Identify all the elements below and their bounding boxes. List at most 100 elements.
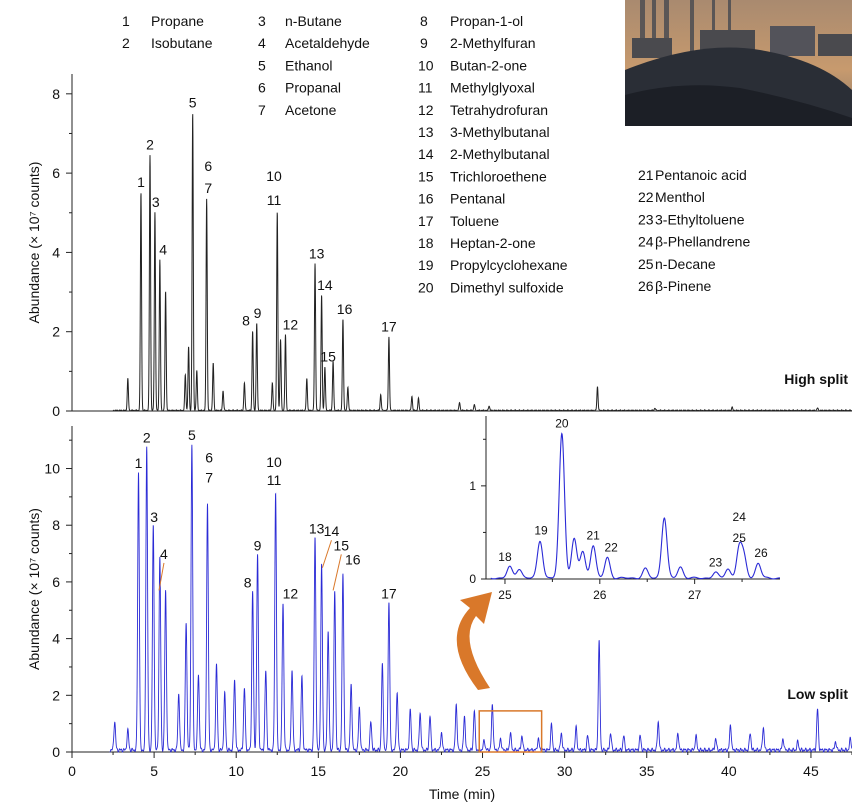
y-axis-label: Abundance (× 10⁷ counts) bbox=[26, 162, 42, 324]
chimney bbox=[640, 0, 645, 52]
legend-number: 8 bbox=[420, 13, 428, 29]
x-tick-label: 25 bbox=[475, 763, 491, 779]
legend-number: 6 bbox=[258, 80, 266, 96]
legend-name: β-Phellandrene bbox=[655, 234, 750, 250]
legend-number: 17 bbox=[418, 213, 434, 229]
x-tick-label: 0 bbox=[68, 763, 76, 779]
legend-number: 3 bbox=[258, 13, 266, 29]
photo-foreground bbox=[625, 85, 852, 126]
legend-number: 5 bbox=[258, 57, 266, 73]
y-tick-label: 2 bbox=[52, 687, 60, 703]
legend-number: 23 bbox=[638, 211, 654, 227]
x-tick-label: 45 bbox=[803, 763, 819, 779]
peak-label-10: 10 bbox=[266, 168, 282, 184]
legend-name: Propanal bbox=[285, 80, 341, 96]
x-tick-label: 20 bbox=[393, 763, 409, 779]
peak-label-6: 6 bbox=[205, 450, 213, 466]
peak-label-17: 17 bbox=[381, 319, 397, 335]
inset-x-tick-label: 26 bbox=[593, 588, 607, 602]
legend-number: 14 bbox=[418, 146, 434, 162]
peak-label-13: 13 bbox=[309, 520, 325, 536]
peak-label-16: 16 bbox=[345, 552, 361, 568]
peak-label-3: 3 bbox=[150, 509, 158, 525]
legend-name: Trichloroethene bbox=[450, 168, 547, 184]
y-tick-label: 0 bbox=[52, 403, 60, 419]
x-tick-label: 15 bbox=[311, 763, 327, 779]
peak-label-5: 5 bbox=[188, 427, 196, 443]
high-split-trace bbox=[112, 114, 852, 412]
legend-number: 20 bbox=[418, 279, 434, 295]
y-tick-label: 8 bbox=[52, 86, 60, 102]
legend-name: Toluene bbox=[450, 213, 499, 229]
peak-label-15: 15 bbox=[320, 348, 336, 364]
legend-number: 7 bbox=[258, 102, 266, 118]
legend-name: 2-Methylbutanal bbox=[450, 146, 550, 162]
inset-peak-label-21: 21 bbox=[586, 528, 600, 542]
x-tick-label: 5 bbox=[150, 763, 158, 779]
legend-number: 24 bbox=[638, 234, 654, 250]
legend-name: Propylcyclohexane bbox=[450, 257, 568, 273]
legend-name: 3-Ethyltoluene bbox=[655, 211, 745, 227]
y-axis-label: Abundance (× 10⁷ counts) bbox=[26, 508, 42, 670]
building bbox=[632, 38, 672, 58]
peak-label-2: 2 bbox=[146, 136, 154, 152]
inset-peak-label-23: 23 bbox=[709, 555, 723, 569]
peak-label-12: 12 bbox=[283, 317, 299, 333]
peak-label-1: 1 bbox=[135, 455, 143, 471]
series-label-high-split: High split bbox=[784, 371, 848, 387]
legend-name: Menthol bbox=[655, 189, 705, 205]
inset-y-tick-label: 0 bbox=[469, 572, 476, 586]
legend-name: Pentanal bbox=[450, 191, 505, 207]
legend-name: Acetone bbox=[285, 102, 337, 118]
peak-label-13: 13 bbox=[309, 245, 325, 261]
x-axis-label: Time (min) bbox=[429, 786, 495, 802]
inset-peak-label-26: 26 bbox=[754, 546, 768, 560]
x-tick-label: 30 bbox=[557, 763, 573, 779]
peak-label-16: 16 bbox=[337, 301, 353, 317]
legend-number: 1 bbox=[122, 13, 130, 29]
peak-label-5: 5 bbox=[189, 95, 197, 111]
legend-name: Dimethyl sulfoxide bbox=[450, 279, 564, 295]
inset-x-tick-label: 25 bbox=[498, 588, 512, 602]
power-plant-photo bbox=[625, 0, 852, 126]
peak-label-10: 10 bbox=[266, 454, 282, 470]
legend-number: 11 bbox=[418, 80, 433, 96]
peak-label-7: 7 bbox=[204, 180, 212, 196]
leader-line bbox=[158, 562, 165, 591]
chimney bbox=[664, 0, 669, 52]
chimney bbox=[652, 0, 656, 52]
legend-number: 16 bbox=[418, 191, 434, 207]
zoom-region-box bbox=[478, 710, 543, 753]
chimney bbox=[690, 0, 694, 52]
inset-peak-label-22: 22 bbox=[605, 541, 619, 555]
legend-number: 18 bbox=[418, 235, 434, 251]
peak-label-7: 7 bbox=[205, 469, 213, 485]
chimney bbox=[712, 0, 715, 52]
peak-label-3: 3 bbox=[152, 194, 160, 210]
zoom-arrow-shape bbox=[456, 592, 492, 690]
peak-label-1: 1 bbox=[137, 174, 145, 190]
x-tick-label: 10 bbox=[228, 763, 244, 779]
y-tick-label: 0 bbox=[52, 744, 60, 760]
chimney bbox=[728, 0, 731, 52]
inset-peak-label-20: 20 bbox=[555, 417, 569, 431]
peak-label-2: 2 bbox=[143, 430, 151, 446]
inset-peak-label-25: 25 bbox=[733, 531, 747, 545]
legend-name: Ethanol bbox=[285, 57, 332, 73]
y-tick-label: 4 bbox=[52, 244, 60, 260]
x-tick-label: 35 bbox=[639, 763, 655, 779]
legend-number: 26 bbox=[638, 278, 654, 294]
compound-legend: 1 Propane 2 Isobutane 3 n-Butane 4 Acetaldehyde… bbox=[122, 13, 750, 295]
peak-label-14: 14 bbox=[317, 277, 333, 293]
leader-line bbox=[321, 540, 332, 568]
peak-label-11: 11 bbox=[267, 472, 282, 488]
legend-number: 22 bbox=[638, 189, 654, 205]
zoom-arrow-icon bbox=[456, 592, 492, 690]
peak-label-8: 8 bbox=[242, 313, 250, 329]
inset-trace bbox=[490, 432, 781, 580]
y-tick-label: 10 bbox=[44, 461, 60, 477]
peak-label-4: 4 bbox=[160, 546, 168, 562]
legend-name: Isobutane bbox=[151, 35, 213, 51]
